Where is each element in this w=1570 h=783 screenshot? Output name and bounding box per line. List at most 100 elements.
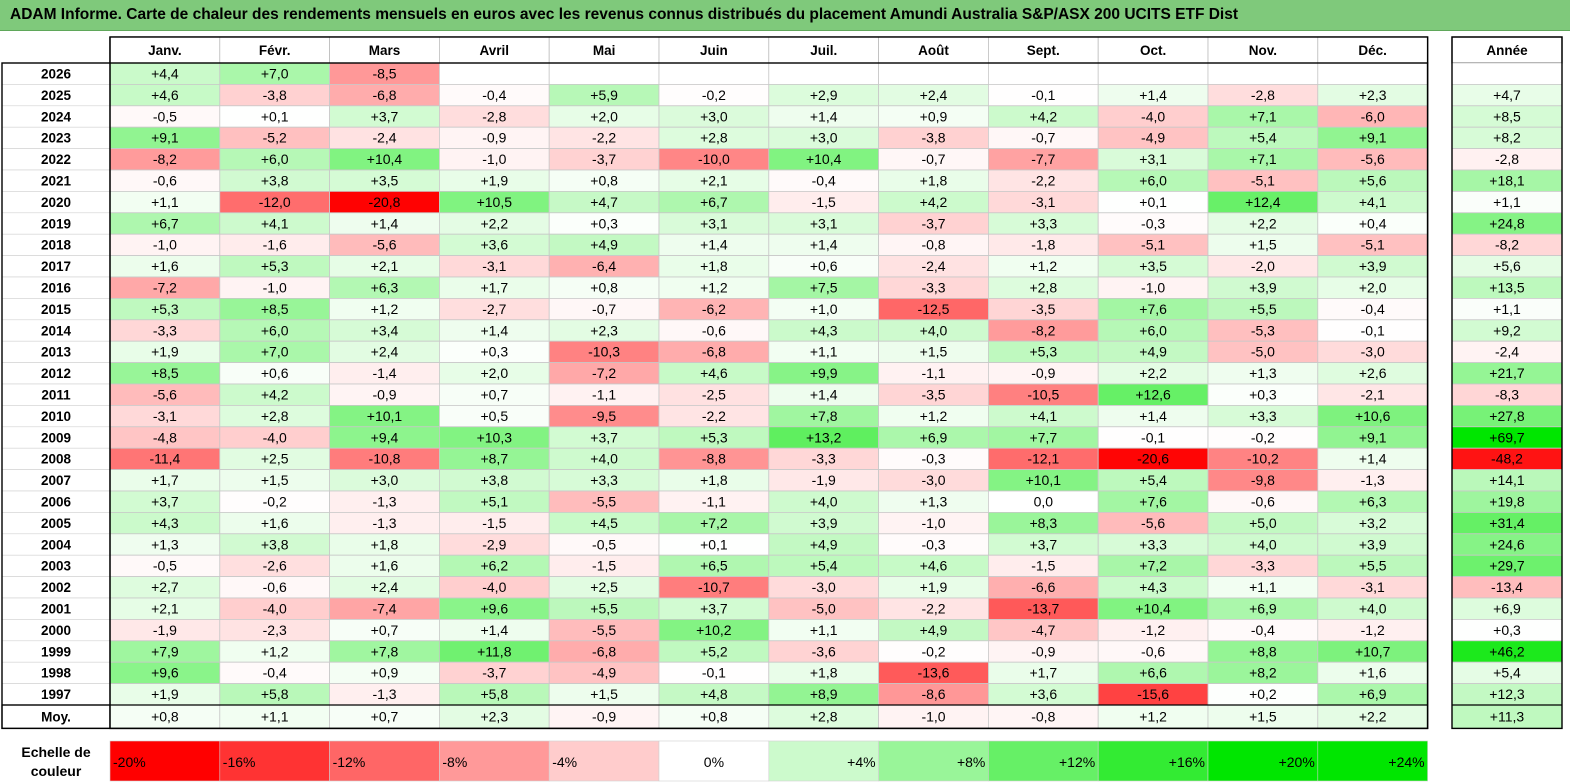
heat-cell-value: -13,7 <box>1027 601 1059 617</box>
heat-cell-value: -8,2 <box>153 151 177 167</box>
heat-cell-value: +2,3 <box>1359 87 1387 103</box>
year-label: 1998 <box>41 666 72 681</box>
heat-cell-value: +5,3 <box>261 258 289 274</box>
heat-cell-value: +9,1 <box>151 130 179 146</box>
annual-block-border <box>1451 36 1563 730</box>
scale-swatch-label: +4% <box>847 754 875 770</box>
heat-cell-value: +5,8 <box>480 686 508 702</box>
heat-cell-value: +3,1 <box>700 215 728 231</box>
heat-cell-value: +6,0 <box>1139 322 1167 338</box>
scale-swatch-label: +16% <box>1169 754 1205 770</box>
heat-cell-value: +0,9 <box>371 665 399 681</box>
heat-cell-value: +4,6 <box>700 365 728 381</box>
year-label: 2025 <box>41 88 72 103</box>
month-header-label: Nov. <box>1249 43 1277 58</box>
heat-cell-value: +8,5 <box>261 301 289 317</box>
heat-cell <box>438 62 550 85</box>
heat-cell-value: 0,0 <box>1034 494 1054 510</box>
heat-cell-value: +5,4 <box>1249 130 1277 146</box>
heat-cell-value: -3,3 <box>921 280 945 296</box>
heat-cell-value: +3,3 <box>1029 215 1057 231</box>
year-label: 2006 <box>41 495 72 510</box>
scale-swatch-label: -16% <box>223 754 256 770</box>
heat-cell-value: +4,0 <box>590 451 618 467</box>
heat-cell-value: -2,2 <box>592 130 616 146</box>
heat-cell-value: -0,1 <box>1361 322 1385 338</box>
heat-cell-value: +2,4 <box>371 579 399 595</box>
year-label: 1997 <box>41 687 71 702</box>
heat-cell-value: -5,1 <box>1251 173 1275 189</box>
scale-swatch-label: +12% <box>1059 754 1095 770</box>
heat-cell-value: -9,8 <box>1251 472 1275 488</box>
heat-cell-value: +4,6 <box>920 558 948 574</box>
annual-cell-value: +12,3 <box>1489 686 1525 702</box>
heat-cell-value: +4,9 <box>1139 344 1167 360</box>
heat-cell-value: -0,4 <box>482 87 506 103</box>
heat-cell-value: +6,6 <box>1139 665 1167 681</box>
heat-cell-value: +8,2 <box>1249 665 1277 681</box>
year-label: 2007 <box>41 473 71 488</box>
heat-cell-value: -0,2 <box>702 87 726 103</box>
heat-cell-value: +7,5 <box>810 280 838 296</box>
heat-cell-value: +6,7 <box>151 215 179 231</box>
heat-cell-value: +1,5 <box>920 344 948 360</box>
heat-cell-value: +0,8 <box>590 280 618 296</box>
heat-cell-value: +1,2 <box>1029 258 1057 274</box>
heat-cell-value: +2,5 <box>590 579 618 595</box>
heat-cell-value: -0,3 <box>921 536 945 552</box>
heat-cell-value: +1,4 <box>371 215 399 231</box>
heat-cell-value: +2,7 <box>151 579 179 595</box>
heat-cell-value: +7,2 <box>1139 558 1167 574</box>
annual-cell-value: -48,2 <box>1491 451 1523 467</box>
heat-cell-value: +5,2 <box>700 643 728 659</box>
heat-cell-value: +3,3 <box>1249 408 1277 424</box>
year-label: 2009 <box>41 430 71 445</box>
heat-cell-value: -2,1 <box>1361 387 1385 403</box>
heat-cell-value: +4,0 <box>1359 601 1387 617</box>
year-label: 2024 <box>41 109 72 124</box>
heat-cell-value: -1,4 <box>372 365 396 381</box>
annual-cell-value: -2,4 <box>1495 344 1519 360</box>
heat-cell-value: +7,6 <box>1139 494 1167 510</box>
heat-cell-value: +1,4 <box>1139 87 1167 103</box>
heat-cell-value: +5,4 <box>810 558 838 574</box>
avg-label: Moy. <box>41 710 71 725</box>
heat-cell-value: +3,7 <box>151 494 179 510</box>
avg-cell-value: +2,8 <box>810 709 838 725</box>
heat-cell-value: +2,1 <box>700 173 728 189</box>
heat-cell-value: -10,8 <box>369 451 401 467</box>
heat-cell-value: -1,0 <box>263 280 287 296</box>
scale-swatch-label: +8% <box>957 754 985 770</box>
heat-cell-value: -0,1 <box>1141 429 1165 445</box>
heat-cell-value: -0,7 <box>1031 130 1055 146</box>
heat-cell-value: +3,8 <box>261 173 289 189</box>
heat-cell-value: -0,8 <box>921 237 945 253</box>
heat-cell-value: -2,2 <box>921 601 945 617</box>
heat-cell-value: -1,0 <box>1141 280 1165 296</box>
heat-cell <box>1317 62 1429 85</box>
month-header-cell <box>658 36 770 64</box>
heat-cell-value: +1,8 <box>371 536 399 552</box>
heat-cell-value: +1,2 <box>920 408 948 424</box>
heat-cell-value: +1,9 <box>151 686 179 702</box>
year-label: 1999 <box>41 644 71 659</box>
heat-cell-value: -1,2 <box>1361 622 1385 638</box>
heat-cell-value: +1,4 <box>810 108 838 124</box>
heat-cell <box>1207 62 1319 85</box>
heat-cell-value: +4,9 <box>590 237 618 253</box>
heat-cell-value: +5,5 <box>590 601 618 617</box>
avg-annual-value: +11,3 <box>1490 709 1525 725</box>
heat-cell-value: +1,1 <box>151 194 179 210</box>
heat-cell-value: +2,9 <box>810 87 838 103</box>
heat-cell-value: -1,2 <box>1141 622 1165 638</box>
heat-cell-value: -4,0 <box>263 601 287 617</box>
heat-cell-value: +2,2 <box>1249 215 1277 231</box>
heat-cell-value: +8,7 <box>480 451 508 467</box>
heat-cell-value: -2,4 <box>372 130 396 146</box>
scale-swatch <box>1207 740 1319 782</box>
heat-cell-value: -3,6 <box>812 643 836 659</box>
heat-cell-value: +4,0 <box>1249 536 1277 552</box>
heat-cell-value: +3,1 <box>810 215 838 231</box>
heat-cell-value: -3,5 <box>921 387 945 403</box>
annual-cell-value: +21,7 <box>1489 365 1525 381</box>
